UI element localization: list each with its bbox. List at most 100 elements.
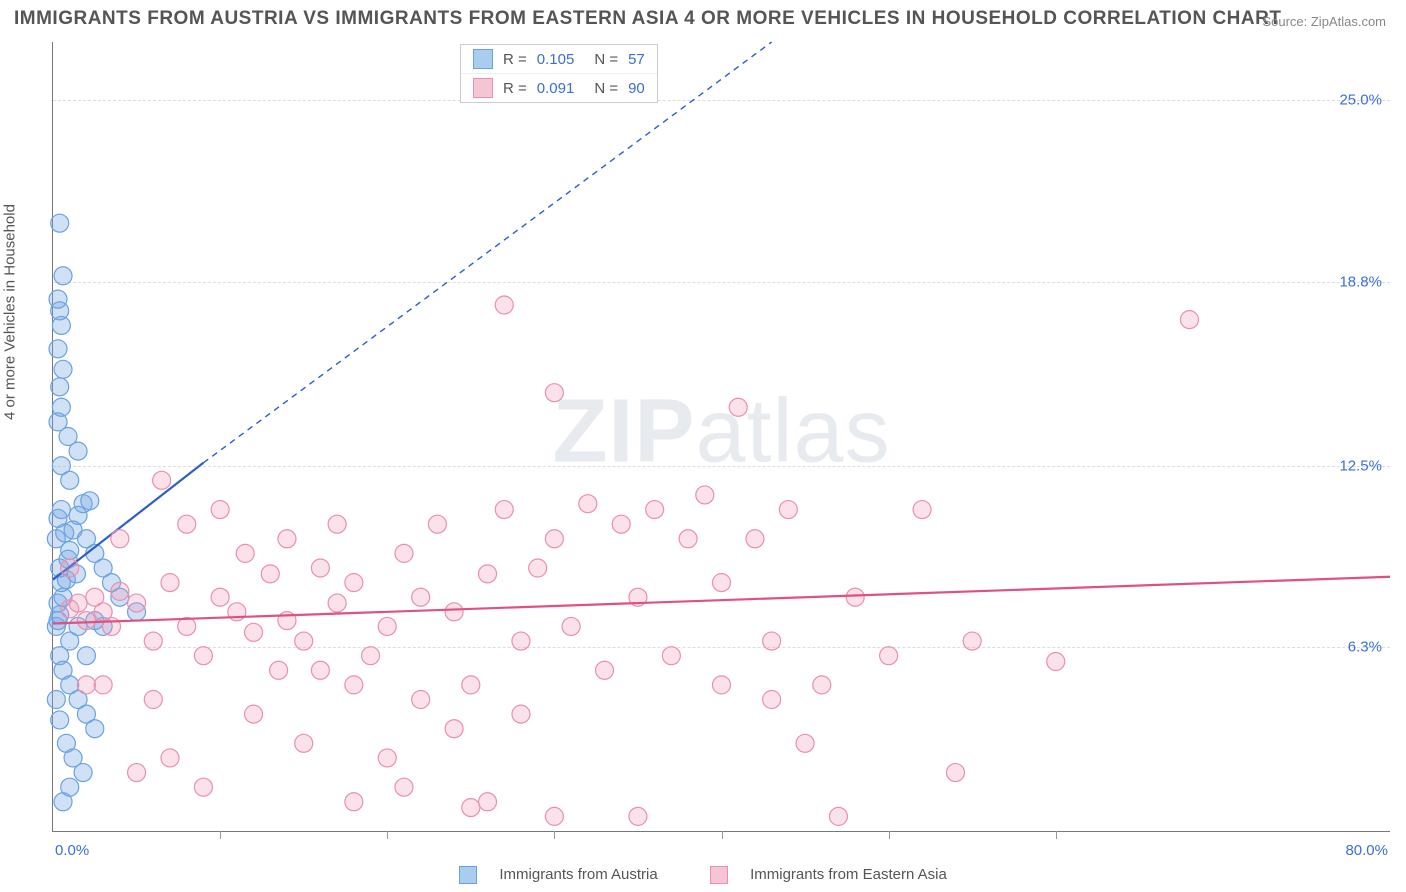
n-value-austria: 57 [628,51,645,68]
legend-row-eastern-asia: R = 0.091 N = 90 [461,74,657,102]
data-point [378,749,396,767]
data-point [144,691,162,709]
r-label: R = [503,80,527,97]
r-label: R = [503,51,527,68]
data-point [963,632,981,650]
data-point [1180,311,1198,329]
data-point [1047,653,1065,671]
data-point [545,807,563,825]
data-point [362,647,380,665]
data-point [61,471,79,489]
data-point [880,647,898,665]
r-value-eastern-asia: 0.091 [537,80,575,97]
data-point [462,799,480,817]
chart-title: IMMIGRANTS FROM AUSTRIA VS IMMIGRANTS FR… [14,8,1281,30]
data-point [128,764,146,782]
trend-line-extrapolated [203,42,771,463]
data-point [295,632,313,650]
data-point [52,501,70,519]
legend-item-austria: Immigrants from Austria [447,866,674,883]
x-tick [220,831,221,839]
data-point [77,676,95,694]
data-point [144,632,162,650]
legend-label-eastern-asia: Immigrants from Eastern Asia [750,866,947,883]
data-point [211,501,229,519]
data-point [178,515,196,533]
data-point [128,594,146,612]
data-point [81,492,99,510]
data-point [395,778,413,796]
data-point [328,515,346,533]
swatch-austria-icon [459,866,477,884]
data-point [51,214,69,232]
x-axis-min-label: 0.0% [55,842,89,859]
data-point [445,720,463,738]
data-point [512,632,530,650]
data-point [345,676,363,694]
data-point [412,588,430,606]
data-point [679,530,697,548]
data-point [49,340,67,358]
x-tick [889,831,890,839]
swatch-austria [473,49,493,69]
data-point [813,676,831,694]
data-point [412,691,430,709]
data-point [194,778,212,796]
data-point [51,378,69,396]
data-point [729,398,747,416]
n-value-eastern-asia: 90 [628,80,645,97]
data-point [545,384,563,402]
swatch-eastern-asia-icon [710,866,728,884]
data-point [746,530,764,548]
data-point [696,486,714,504]
data-point [236,544,254,562]
data-point [579,495,597,513]
data-point [77,612,95,630]
legend-row-austria: R = 0.105 N = 57 [461,45,657,74]
data-point [913,501,931,519]
data-point [495,501,513,519]
data-point [94,676,112,694]
data-point [77,647,95,665]
data-point [211,588,229,606]
x-tick [1056,831,1057,839]
data-point [261,565,279,583]
data-point [161,749,179,767]
plot-area: ZIPatlas 0.0% 80.0% 6.3%12.5%18.8%25.0% [52,42,1390,832]
data-point [59,428,77,446]
data-point [345,793,363,811]
data-point [713,574,731,592]
data-point [562,617,580,635]
x-tick [554,831,555,839]
n-label: N = [594,51,618,68]
x-tick [387,831,388,839]
data-point [245,705,263,723]
data-point [295,734,313,752]
data-point [86,720,104,738]
data-point [495,296,513,314]
data-point [779,501,797,519]
data-point [61,559,79,577]
data-point [47,691,65,709]
data-point [111,582,129,600]
data-point [846,588,864,606]
data-point [111,530,129,548]
data-point [345,574,363,592]
r-value-austria: 0.105 [537,51,575,68]
data-point [946,764,964,782]
correlation-legend: R = 0.105 N = 57 R = 0.091 N = 90 [460,44,658,103]
data-point [52,398,70,416]
data-point [49,290,67,308]
data-point [612,515,630,533]
data-point [74,764,92,782]
data-point [51,711,69,729]
x-tick [722,831,723,839]
data-point [378,617,396,635]
x-axis-max-label: 80.0% [1345,842,1388,859]
y-axis-label: 4 or more Vehicles in Household [2,204,19,420]
data-point [763,632,781,650]
data-point [662,647,680,665]
legend-item-eastern-asia: Immigrants from Eastern Asia [698,866,959,883]
data-point [270,661,288,679]
data-point [245,623,263,641]
